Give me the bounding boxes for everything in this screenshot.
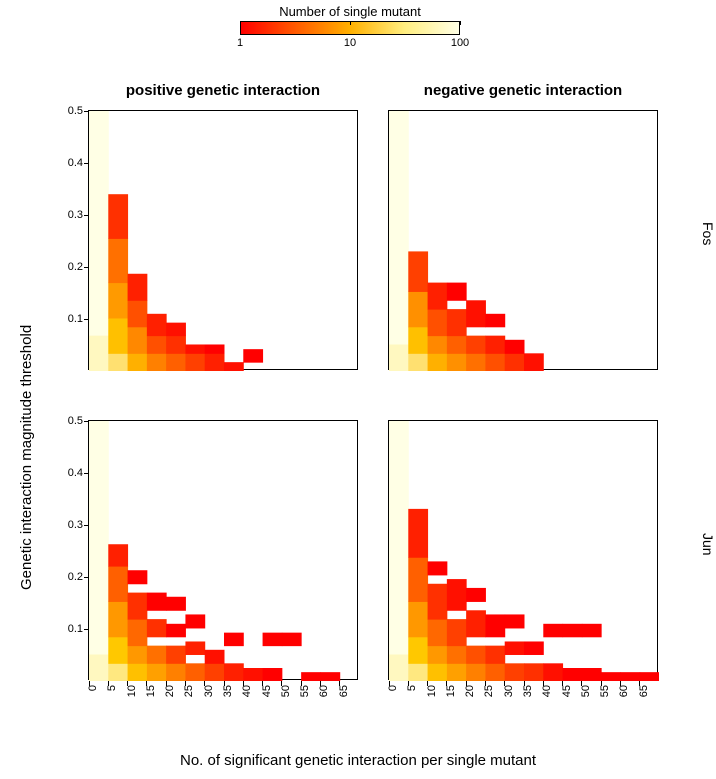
x-tick-label: 50 xyxy=(580,685,592,697)
row-title: Fos xyxy=(696,194,716,274)
x-tick-label: 30 xyxy=(503,685,515,697)
x-tick-label: 40 xyxy=(541,685,553,697)
column-title: positive genetic interaction xyxy=(88,82,358,99)
x-tick-label: 25 xyxy=(183,685,195,697)
x-tick-label: 65 xyxy=(338,685,350,697)
colorbar-area: Number of single mutant 1 10 100 xyxy=(200,4,500,64)
x-tick-label: 35 xyxy=(222,685,234,697)
x-tick-label: 50 xyxy=(280,685,292,697)
column-title: negative genetic interaction xyxy=(388,82,658,99)
x-tick-label: 40 xyxy=(241,685,253,697)
x-tick-label: 15 xyxy=(445,685,457,697)
x-tick-label: 60 xyxy=(618,685,630,697)
heatmap-panel: 0.10.20.30.40.50510152025303540455055606… xyxy=(88,420,358,680)
x-tick-label: 30 xyxy=(203,685,215,697)
y-axis-label-text: Genetic interaction magnitude threshold xyxy=(18,325,35,590)
heatmap-panel: 05101520253035404550556065 xyxy=(388,420,658,680)
colorbar-tick-label: 1 xyxy=(237,37,243,49)
x-tick-label: 55 xyxy=(299,685,311,697)
x-tick-label: 55 xyxy=(599,685,611,697)
x-tick-label: 45 xyxy=(561,685,573,697)
x-tick-label: 20 xyxy=(164,685,176,697)
x-tick-label: 60 xyxy=(318,685,330,697)
x-tick-label: 25 xyxy=(483,685,495,697)
x-tick-label: 15 xyxy=(145,685,157,697)
plot-grid: positive genetic interaction negative gen… xyxy=(68,84,688,714)
heatmap-panel xyxy=(388,110,658,370)
heatmap-panel: 0.10.20.30.40.5 xyxy=(88,110,358,370)
x-tick-label: 10 xyxy=(426,685,438,697)
x-tick-label: 10 xyxy=(126,685,138,697)
x-tick-label: 65 xyxy=(638,685,650,697)
row-title: Jun xyxy=(696,504,716,584)
colorbar-title: Number of single mutant xyxy=(200,4,500,19)
colorbar-labels: 110100 xyxy=(240,35,460,49)
x-axis-label: No. of significant genetic interaction p… xyxy=(0,752,716,769)
y-axis-label: Genetic interaction magnitude threshold xyxy=(18,325,35,590)
x-tick-label: 45 xyxy=(261,685,273,697)
colorbar-tick-label: 10 xyxy=(344,37,356,49)
colorbar-tick-label: 100 xyxy=(451,37,469,49)
x-axis-label-text: No. of significant genetic interaction p… xyxy=(180,752,536,769)
x-tick-label: 35 xyxy=(522,685,534,697)
x-tick-label: 20 xyxy=(464,685,476,697)
